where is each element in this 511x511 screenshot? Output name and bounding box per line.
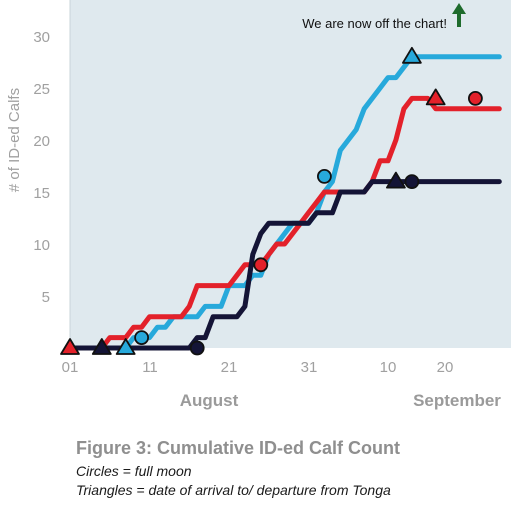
y-tick-5: 5 [42, 289, 50, 306]
marker-layer [60, 46, 483, 356]
full-moon-marker-navy-2 [404, 174, 420, 190]
arrival-departure-marker-blue-2 [401, 46, 422, 64]
off-chart-annotation: We are now off the chart! [302, 16, 447, 31]
y-tick-20: 20 [33, 133, 50, 150]
full-moon-marker-blue-2 [316, 168, 332, 184]
calf-count-chart: 5 10 15 20 25 30 # of ID-ed Calfs 01 11 … [6, 0, 511, 410]
y-axis-label: # of ID-ed Calfs [6, 88, 23, 192]
full-moon-marker-red-2 [467, 91, 483, 106]
up-arrow-icon [452, 3, 466, 27]
figure-caption: Figure 3: Cumulative ID-ed Calf Count Ci… [76, 437, 506, 500]
full-moon-marker-navy-1 [189, 340, 205, 356]
x-tick-sep-20: 20 [437, 359, 454, 376]
full-moon-marker-red-1 [253, 257, 269, 273]
full-moon-marker-blue-1 [134, 330, 150, 346]
x-tick-aug-21: 21 [221, 359, 238, 376]
y-axis-ticks: 5 10 15 20 25 30 [33, 29, 50, 306]
caption-triangles-note: Triangles = date of arrival to/ departur… [76, 482, 391, 498]
y-tick-15: 15 [33, 185, 50, 202]
arrival-departure-marker-blue-1 [115, 338, 136, 355]
y-tick-30: 30 [33, 29, 50, 46]
figure-title: Figure 3: Cumulative ID-ed Calf Count [76, 438, 401, 458]
arrival-departure-marker-navy-2 [385, 171, 406, 189]
x-tick-aug-01: 01 [62, 359, 79, 376]
caption-circles-note: Circles = full moon [76, 463, 192, 479]
series-layer [67, 54, 502, 351]
arrival-departure-marker-red-1 [60, 338, 80, 355]
month-label-september: September [413, 391, 501, 410]
plot-background [70, 0, 511, 348]
month-label-august: August [180, 391, 239, 410]
series-line-navy [67, 179, 502, 351]
x-tick-sep-10: 10 [380, 359, 397, 376]
x-axis-ticks: 01 11 21 31 10 20 [62, 359, 454, 376]
arrival-departure-marker-red-2 [425, 88, 446, 106]
x-tick-aug-31: 31 [301, 359, 318, 376]
y-tick-10: 10 [33, 237, 50, 254]
arrival-departure-marker-navy-1 [91, 338, 112, 355]
series-line-red [67, 95, 502, 351]
y-tick-25: 25 [33, 81, 50, 98]
x-tick-aug-11: 11 [142, 359, 158, 376]
